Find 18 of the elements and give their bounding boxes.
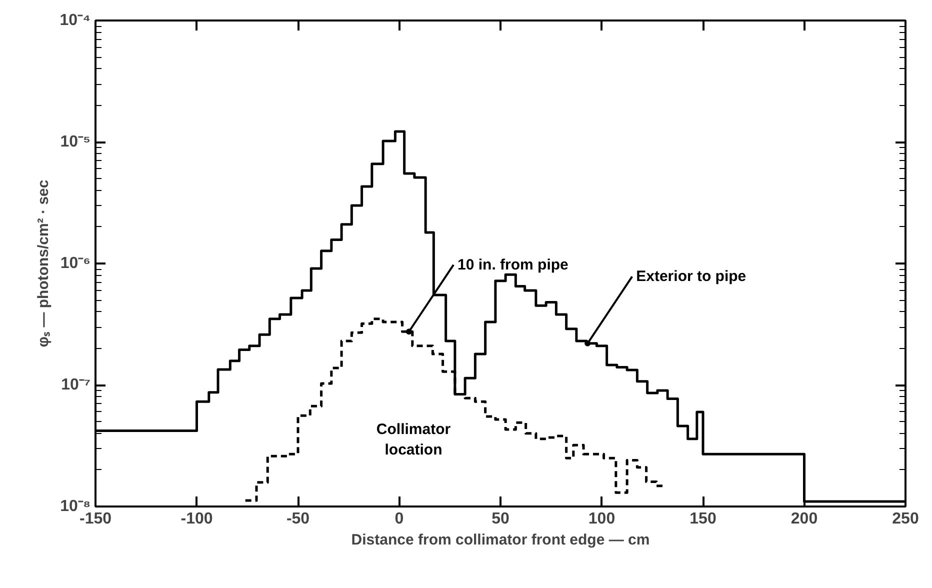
annotation: 10 in. from pipe xyxy=(458,256,568,274)
x-tick-label: -100 xyxy=(180,510,213,528)
y-tick-label: 10⁻⁵ xyxy=(60,134,90,150)
x-tick-label: -150 xyxy=(79,510,112,528)
x-tick-label: 100 xyxy=(588,510,616,528)
annotation: Collimator location xyxy=(376,421,451,458)
x-tick-label: 50 xyxy=(492,510,510,528)
x-tick-label: -50 xyxy=(286,510,310,528)
x-tick-label: 0 xyxy=(394,510,404,528)
x-tick-label: 200 xyxy=(790,510,818,528)
y-tick-label: 10⁻⁷ xyxy=(61,376,91,394)
x-axis-title: Distance from collimator front edge — cm xyxy=(351,532,650,548)
y-tick-label: 10⁻⁴ xyxy=(60,12,91,29)
annotation: Exterior to pipe xyxy=(636,268,746,286)
y-axis-title: φₛ — photons/cm² · sec xyxy=(34,180,52,348)
x-tick-label: 250 xyxy=(892,510,919,528)
y-tick-label: 10⁻⁶ xyxy=(60,255,91,272)
x-tick-label: 150 xyxy=(690,510,716,528)
